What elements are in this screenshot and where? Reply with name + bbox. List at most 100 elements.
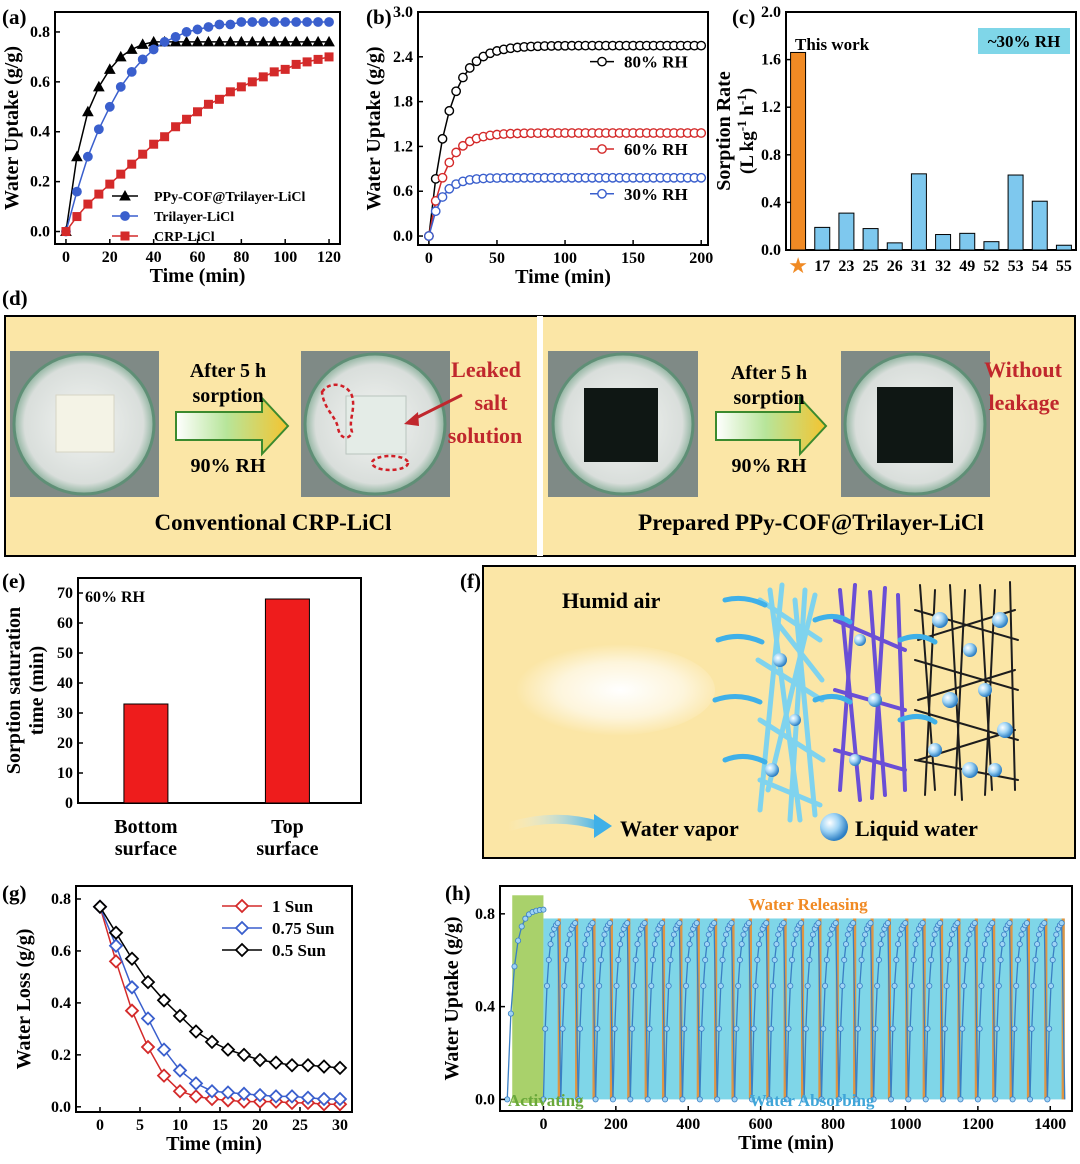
data-point (653, 931, 660, 938)
x-tick-label: 40 (146, 249, 162, 266)
legend-marker (597, 144, 607, 154)
y-tick-label: 2.4 (393, 49, 413, 66)
panel-f: Humid air (482, 565, 1076, 859)
series-line-2 (99, 906, 341, 1069)
data-point (464, 63, 475, 73)
data-point (683, 982, 690, 989)
data-point (717, 982, 724, 989)
data-point (203, 22, 214, 32)
data-point (748, 1096, 755, 1103)
y-tick-label: 1.2 (393, 138, 413, 155)
data-point (954, 920, 961, 927)
data-point (618, 931, 625, 938)
data-point (1018, 931, 1025, 938)
data-point (94, 189, 104, 199)
data-point (136, 38, 149, 49)
data-point (549, 931, 556, 938)
y-tick-label: 0.0 (761, 242, 781, 259)
data-point (613, 982, 620, 989)
data-point (580, 956, 587, 963)
data-point (929, 941, 936, 948)
data-point (801, 1096, 808, 1103)
x-axis-label: Time (min) (738, 1132, 834, 1154)
x-tick-label: surface (256, 838, 318, 860)
x-tick-label: 10 (172, 1117, 188, 1134)
data-point (114, 50, 127, 62)
bar-8 (983, 241, 1000, 251)
legend-marker (119, 189, 131, 201)
data-point (855, 1025, 862, 1032)
data-point (629, 1025, 636, 1032)
data-point (789, 956, 796, 963)
water-droplets-icon (765, 612, 1013, 778)
data-point (736, 956, 743, 963)
x-tick-label: 600 (749, 1116, 773, 1133)
data-point (632, 956, 639, 963)
data-point (995, 982, 1002, 989)
data-point (280, 64, 290, 74)
data-point (787, 982, 794, 989)
data-point (172, 1063, 188, 1078)
leak-label-3: solution (448, 423, 523, 448)
data-point (663, 1025, 670, 1032)
data-point (72, 186, 82, 197)
data-point (324, 52, 334, 62)
x-tick-label: 25 (863, 258, 879, 275)
data-point (156, 1068, 172, 1083)
legend-label: Trilayer-LiCl (154, 210, 234, 225)
data-point (636, 931, 643, 938)
y-tick-label: 40 (57, 675, 73, 692)
data-point (284, 1089, 300, 1104)
data-point (564, 941, 571, 948)
chart-h: 0 200 400 600 800 1000 1200 1400 0.0 0.4 0.8 Time (… (441, 885, 1073, 1154)
data-point (844, 931, 851, 938)
x-tick-label: 1400 (1034, 1116, 1066, 1133)
data-point (634, 941, 641, 948)
data-point (931, 931, 938, 938)
data-point (745, 920, 752, 927)
bar-4 (886, 242, 903, 251)
data-point (214, 19, 225, 30)
vapor-arrows-icon (712, 595, 938, 765)
legend-label: 0.75 Sun (272, 919, 335, 938)
data-point (867, 920, 874, 927)
data-point (180, 35, 193, 47)
panel-label-e: (e) (2, 569, 25, 593)
chart-e: 010203040506070BottomsurfaceTopsurface60… (3, 577, 362, 860)
data-point (949, 931, 956, 938)
y-tick-label: 0.8 (761, 147, 781, 164)
pointer-arrow-icon (411, 393, 463, 422)
data-point (561, 982, 568, 989)
data-point (825, 941, 832, 948)
data-point (1027, 1096, 1034, 1103)
data-point (696, 40, 707, 51)
y-axis-label: Water Uptake (g/g) (1, 46, 23, 210)
data-point (630, 982, 637, 989)
activating-label: Activating (508, 1091, 584, 1110)
data-point (922, 1096, 929, 1103)
data-point (542, 1025, 549, 1032)
y-tick-label: 50 (57, 645, 73, 662)
y-axis-label: Sorption Rate (713, 71, 735, 191)
data-point (290, 35, 303, 47)
data-point (1058, 920, 1065, 927)
legend-label: PPy-COF@Trilayer-LiCl (154, 190, 306, 205)
ppy-sample-icon (877, 387, 953, 463)
data-point (662, 1096, 669, 1103)
data-point (681, 1025, 688, 1032)
data-point (723, 931, 730, 938)
data-point (182, 114, 192, 124)
bar-1 (264, 598, 310, 804)
data-point (907, 1025, 914, 1032)
data-point (124, 980, 140, 995)
data-point (578, 982, 585, 989)
data-point (181, 27, 192, 37)
y-axis-unit-label: (L kg-1 h-1) (734, 88, 758, 174)
data-point (773, 941, 780, 948)
data-point (756, 941, 763, 948)
data-point (1006, 920, 1013, 927)
plot-frame (499, 885, 1073, 1112)
right-arrow-label-mid: sorption (733, 387, 804, 409)
rh-annotation: 60% RH (85, 589, 146, 606)
data-point (858, 956, 865, 963)
